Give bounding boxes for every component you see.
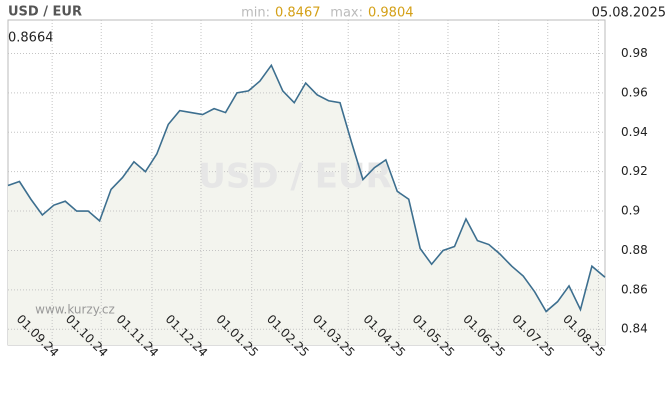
y-tick-label: 0.92 bbox=[621, 164, 648, 178]
chart-title: USD / EUR bbox=[8, 5, 82, 20]
y-tick-label: 0.98 bbox=[621, 46, 648, 60]
y-tick-label: 0.94 bbox=[621, 125, 648, 139]
y-tick-label: 0.84 bbox=[621, 322, 648, 336]
max-value: 0.9804 bbox=[368, 6, 414, 21]
y-tick-label: 0.96 bbox=[621, 85, 648, 99]
y-tick-label: 0.86 bbox=[621, 282, 648, 296]
y-tick-label: 0.9 bbox=[621, 204, 640, 218]
date: 05.08.2025 bbox=[592, 6, 666, 21]
min-label: min: bbox=[241, 6, 270, 21]
source: www.kurzy.cz bbox=[35, 303, 115, 317]
area bbox=[8, 65, 605, 345]
y-tick-label: 0.88 bbox=[621, 243, 648, 257]
last-value: 0.8664 bbox=[8, 31, 54, 46]
min-value: 0.8467 bbox=[275, 6, 321, 21]
line bbox=[7, 63, 606, 313]
watermark: USD / EUR bbox=[198, 157, 391, 197]
max-label: max: bbox=[330, 6, 363, 21]
